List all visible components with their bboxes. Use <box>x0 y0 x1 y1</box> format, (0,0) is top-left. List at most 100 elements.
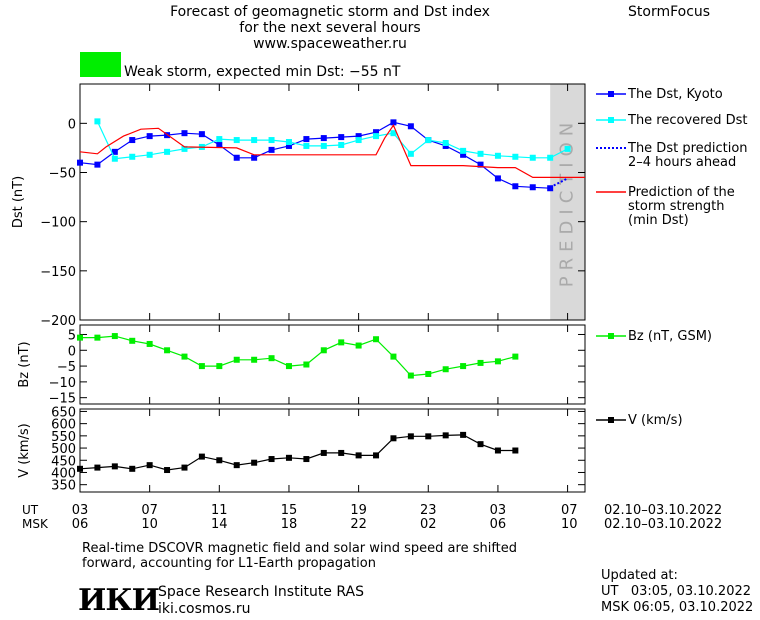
y-tick-label-bz-panel: −15 <box>49 392 76 407</box>
data-point <box>146 151 153 158</box>
data-point <box>512 447 519 454</box>
data-point <box>512 183 519 190</box>
data-point <box>164 467 171 474</box>
data-point <box>233 137 240 144</box>
axis-date-range-ut: 02.10–03.10.2022 <box>604 503 722 518</box>
data-point <box>77 334 83 341</box>
data-point <box>251 154 258 161</box>
data-point <box>111 463 118 470</box>
data-point <box>94 464 101 471</box>
data-point <box>129 137 136 144</box>
legend-storm-strength-label: storm strength <box>628 199 725 214</box>
v-panel-ylabel: V (km/s) <box>17 423 32 478</box>
data-point <box>373 129 380 136</box>
x-tick-label-ut: 03 <box>72 503 89 518</box>
x-tick-label-ut: 11 <box>211 503 228 518</box>
legend-velocity-marker <box>608 417 614 423</box>
data-point <box>547 185 554 192</box>
data-point <box>320 449 327 456</box>
data-point <box>425 433 432 440</box>
y-tick-label-dst-panel: −50 <box>49 167 76 182</box>
data-point <box>164 347 171 354</box>
brand-label: StormFocus <box>628 4 711 20</box>
prediction-band-label: PREDICTION <box>557 117 578 287</box>
data-point <box>373 133 380 140</box>
x-tick-label-ut: 07 <box>141 503 158 518</box>
data-point <box>216 141 223 148</box>
legend-bz-marker <box>608 333 614 339</box>
data-point <box>94 118 101 125</box>
x-tick-label-ut: 19 <box>350 503 367 518</box>
data-point <box>407 372 414 379</box>
data-point <box>268 146 275 153</box>
data-point <box>77 159 83 166</box>
data-point <box>320 142 327 149</box>
data-point <box>198 131 205 138</box>
data-point <box>233 462 240 469</box>
data-point <box>442 366 449 373</box>
x-tick-label-msk: 18 <box>281 517 298 532</box>
bz-panel-frame <box>79 324 586 405</box>
data-point <box>146 462 153 469</box>
data-point <box>390 353 397 360</box>
data-point <box>251 459 258 466</box>
data-point <box>460 431 467 438</box>
x-tick-label-ut: 07 <box>561 503 578 518</box>
legend-velocity-label: V (km/s) <box>628 413 683 428</box>
data-point <box>320 135 327 142</box>
data-point <box>494 447 501 454</box>
legend-storm-strength-label: (min Dst) <box>628 213 689 228</box>
data-point <box>216 136 223 143</box>
y-tick-label-dst-panel: 0 <box>68 117 76 132</box>
data-point <box>129 337 136 344</box>
x-tick-label-msk: 14 <box>211 517 228 532</box>
data-point <box>407 123 414 130</box>
y-tick-label-dst-panel: −200 <box>40 314 76 329</box>
data-point <box>338 134 345 141</box>
legend-recovered-dst-label: The recovered Dst <box>627 113 747 128</box>
data-point <box>564 145 571 152</box>
y-tick-label-bz-panel: −5 <box>57 360 76 375</box>
data-point <box>442 432 449 439</box>
data-point <box>425 137 432 144</box>
x-tick-label-msk: 06 <box>72 517 89 532</box>
data-point <box>460 151 467 158</box>
footer-note: Real-time DSCOVR magnetic field and sola… <box>82 541 517 571</box>
dst-panel-frame <box>79 83 586 321</box>
updated-msk: MSK 06:05, 03.10.2022 <box>601 600 754 615</box>
series-line-dst-panel-0 <box>79 121 551 189</box>
data-point <box>373 452 380 459</box>
data-point <box>547 154 554 161</box>
y-tick-label-bz-panel: −10 <box>49 376 76 391</box>
data-point <box>529 184 536 191</box>
data-point <box>477 359 484 366</box>
data-point <box>268 137 275 144</box>
y-tick-label-v-panel: 650 <box>51 405 76 420</box>
data-point <box>338 449 345 456</box>
data-point <box>303 361 310 368</box>
data-point <box>285 142 292 149</box>
series-line-bz-panel-0 <box>80 335 516 377</box>
y-tick-label-dst-panel: −100 <box>40 216 76 231</box>
bz-panel-ylabel: Bz (nT) <box>17 341 32 387</box>
data-point <box>233 356 240 363</box>
legend-dst-kyoto-label: The Dst, Kyoto <box>627 87 723 102</box>
y-tick-label-v-panel: 450 <box>51 454 76 469</box>
y-tick-label-v-panel: 600 <box>51 418 76 433</box>
updated-ut: UT 03:05, 03.10.2022 <box>601 584 752 599</box>
data-point <box>407 433 414 440</box>
data-point <box>198 453 205 460</box>
data-point <box>460 363 467 370</box>
axis-date-range-msk: 02.10–03.10.2022 <box>604 517 722 532</box>
data-point <box>129 465 136 472</box>
legend-dst-kyoto-marker <box>608 91 614 97</box>
data-point <box>373 336 380 343</box>
y-tick-label-v-panel: 400 <box>51 466 76 481</box>
legend-dst-prediction-label: The Dst prediction <box>627 141 748 156</box>
data-point <box>303 136 310 143</box>
data-point <box>111 148 118 155</box>
storm-status-text: Weak storm, expected min Dst: −55 nT <box>124 64 401 80</box>
data-point <box>285 139 292 146</box>
footer-note-line-2: forward, accounting for L1-Earth propaga… <box>82 556 376 571</box>
footer-note-line-1: Real-time DSCOVR magnetic field and sola… <box>82 541 518 556</box>
